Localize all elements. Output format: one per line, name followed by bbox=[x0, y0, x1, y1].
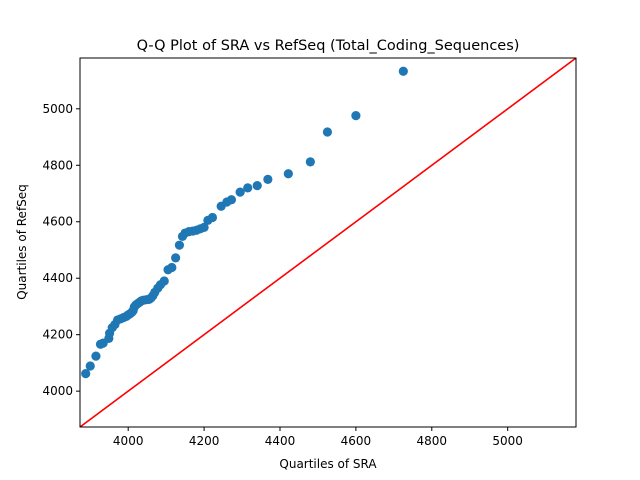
data-point-48 bbox=[243, 183, 253, 193]
y-axis-label: Quartiles of RefSeq bbox=[15, 184, 29, 300]
data-point-0 bbox=[81, 369, 91, 379]
x-axis-ticks: 4000 4200 4400 4600 4800 5000 bbox=[113, 427, 523, 448]
data-point-34 bbox=[174, 240, 185, 250]
reference-line bbox=[80, 58, 576, 427]
data-point-1 bbox=[85, 361, 95, 371]
data-point-52 bbox=[305, 157, 315, 167]
data-point-54 bbox=[351, 110, 361, 121]
data-point-49 bbox=[252, 181, 262, 191]
y-axis-ticks: 4000 4200 4400 4600 4800 5000 bbox=[42, 102, 80, 398]
y-tick-label: 4400 bbox=[42, 271, 73, 285]
x-tick-label: 4800 bbox=[417, 434, 448, 448]
chart-title: Q-Q Plot of SRA vs RefSeq (Total_Coding_… bbox=[137, 38, 520, 54]
x-tick-label: 4600 bbox=[341, 434, 372, 448]
data-point-53 bbox=[322, 127, 333, 137]
data-point-43 bbox=[207, 212, 218, 223]
data-point-50 bbox=[263, 174, 273, 185]
x-tick-label: 4400 bbox=[265, 434, 296, 448]
data-point-55 bbox=[398, 66, 408, 76]
scatter-points bbox=[81, 66, 408, 379]
data-point-47 bbox=[235, 187, 245, 197]
y-tick-label: 5000 bbox=[42, 102, 73, 116]
x-axis-label: Quartiles of SRA bbox=[279, 457, 377, 471]
data-point-32 bbox=[167, 262, 177, 273]
data-point-2 bbox=[91, 351, 101, 361]
y-tick-label: 4800 bbox=[42, 158, 73, 172]
x-tick-label: 4000 bbox=[113, 434, 144, 448]
plot-frame bbox=[79, 57, 577, 428]
data-point-30 bbox=[159, 276, 169, 286]
y-tick-label: 4600 bbox=[42, 215, 73, 229]
data-point-46 bbox=[226, 195, 237, 205]
x-tick-label: 5000 bbox=[492, 434, 523, 448]
y-tick-label: 4000 bbox=[42, 384, 73, 398]
data-point-51 bbox=[283, 169, 293, 179]
x-tick-label: 4200 bbox=[189, 434, 220, 448]
reference-line-layer bbox=[80, 58, 576, 427]
data-point-41 bbox=[199, 222, 209, 232]
data-point-33 bbox=[171, 253, 181, 263]
y-tick-label: 4200 bbox=[42, 328, 73, 342]
